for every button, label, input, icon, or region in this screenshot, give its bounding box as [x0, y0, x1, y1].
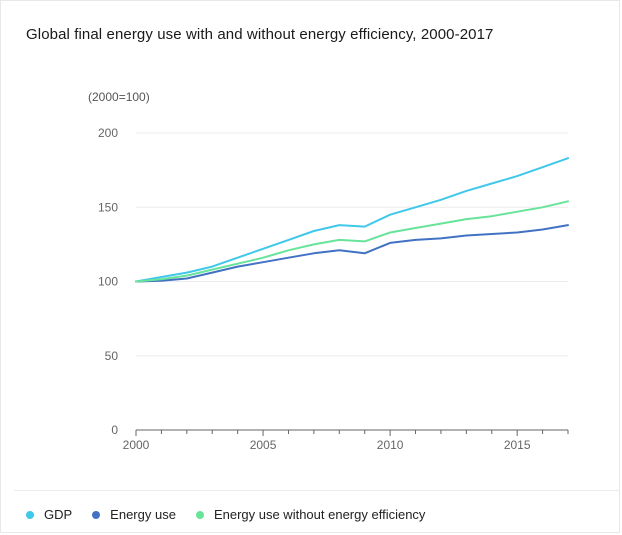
y-tick-label-200: 200	[98, 126, 118, 140]
legend-label-energy-use: Energy use	[110, 507, 176, 522]
legend: GDP Energy use Energy use without energy…	[26, 507, 445, 522]
x-tick-label-2005: 2005	[250, 438, 277, 452]
line-chart: 0 50 100 150 200 2000 2005 2010 2015	[98, 126, 569, 452]
x-tick-label-2010: 2010	[377, 438, 404, 452]
x-tick-label-2015: 2015	[504, 438, 531, 452]
chart-title: Global final energy use with and without…	[26, 26, 494, 43]
legend-item-energy-use[interactable]: Energy use	[92, 507, 176, 522]
series-lines	[135, 157, 569, 283]
x-axis: 2000 2005 2010 2015	[123, 429, 569, 452]
legend-divider	[14, 490, 620, 491]
x-tick-label-2000: 2000	[123, 438, 150, 452]
y-tick-label-0: 0	[111, 423, 118, 437]
legend-label-gdp: GDP	[44, 507, 73, 522]
series-line-energy-use-without-energy-efficiency[interactable]	[135, 200, 569, 283]
gridlines	[136, 132, 568, 357]
y-axis-ticks: 0 50 100 150 200	[98, 126, 118, 437]
series-line-gdp[interactable]	[135, 157, 569, 283]
y-axis-unit-label: (2000=100)	[88, 90, 150, 104]
legend-swatch-energy-use	[92, 510, 101, 519]
legend-label-energy-use-without-efficiency: Energy use without energy efficiency	[213, 507, 426, 522]
series-line-energy-use[interactable]	[135, 224, 569, 283]
legend-item-gdp[interactable]: GDP	[26, 507, 72, 522]
legend-swatch-gdp	[26, 510, 34, 519]
y-tick-label-50: 50	[105, 349, 119, 363]
legend-swatch-energy-use-without-efficiency	[195, 510, 204, 519]
legend-item-energy-use-without-efficiency[interactable]: Energy use without energy efficiency	[195, 507, 426, 522]
y-tick-label-100: 100	[98, 275, 118, 289]
y-tick-label-150: 150	[98, 200, 118, 214]
